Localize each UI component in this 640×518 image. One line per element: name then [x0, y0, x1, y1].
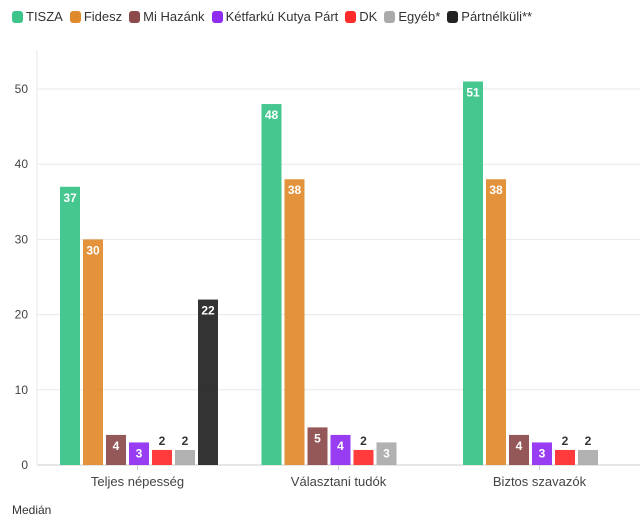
data-label: 3 [136, 446, 143, 460]
data-label: 2 [182, 434, 189, 448]
bar [376, 442, 397, 465]
legend-item[interactable]: TISZA [12, 9, 63, 24]
data-label: 3 [383, 446, 390, 460]
bar [555, 449, 575, 465]
bar [353, 449, 374, 465]
legend-item[interactable]: Kétfarkú Kutya Párt [211, 9, 339, 24]
bar [106, 434, 126, 465]
x-tick-label: Teljes népesség [91, 474, 184, 489]
bar [330, 434, 351, 465]
legend: TISZA Fidesz Mi Hazánk Kétfarkú Kutya Párt D… [12, 9, 532, 24]
data-label: 4 [516, 439, 523, 453]
bar [463, 81, 483, 465]
y-tick-label: 30 [15, 232, 29, 246]
data-label: 51 [466, 85, 480, 99]
legend-label: Mi Hazánk [143, 9, 205, 24]
y-tick-label: 20 [15, 308, 29, 322]
data-label: 48 [265, 108, 279, 122]
legend-label: Pártnélküli** [461, 9, 533, 24]
data-label: 2 [360, 434, 367, 448]
data-label: 3 [539, 446, 546, 460]
data-label: 38 [288, 183, 302, 197]
data-label: 37 [63, 191, 77, 205]
bar [152, 449, 172, 465]
data-label: 2 [159, 434, 166, 448]
legend-label: TISZA [26, 9, 63, 24]
data-label: 2 [585, 434, 592, 448]
legend-swatch [12, 10, 23, 23]
data-label: 4 [337, 439, 344, 453]
legend-swatch [384, 10, 396, 23]
bar [261, 104, 282, 465]
legend-swatch [129, 10, 141, 23]
bar [198, 299, 218, 465]
data-label: 38 [489, 183, 503, 197]
data-label: 4 [113, 439, 120, 453]
y-tick-label: 0 [21, 458, 28, 472]
data-label: 2 [562, 434, 569, 448]
bar [129, 442, 149, 465]
legend-item[interactable]: DK [345, 9, 377, 24]
bar [175, 449, 195, 465]
legend-label: Egyéb* [398, 9, 441, 24]
data-label: 5 [314, 431, 321, 445]
legend-swatch [69, 10, 81, 23]
legend-swatch [447, 10, 459, 23]
legend-swatch [211, 10, 223, 23]
bar [284, 179, 305, 466]
data-label: 22 [201, 304, 215, 318]
legend-label: Fidesz [83, 9, 123, 24]
y-tick-label: 10 [15, 383, 29, 397]
bar [509, 434, 529, 465]
x-tick-label: Választani tudók [291, 474, 387, 489]
legend-label: Kétfarkú Kutya Párt [225, 9, 339, 24]
data-label: 30 [86, 243, 100, 257]
bar [60, 186, 80, 465]
y-tick-label: 40 [15, 157, 29, 171]
legend-item[interactable]: Fidesz [69, 9, 123, 24]
legend-item[interactable]: Mi Hazánk [129, 9, 205, 24]
footer-source: Medián [12, 503, 52, 517]
legend-swatch [345, 10, 357, 23]
legend-item[interactable]: Egyéb* [384, 9, 440, 24]
legend-item[interactable]: Pártnélküli** [447, 9, 532, 24]
bar [83, 239, 103, 465]
x-tick-label: Biztos szavazók [493, 474, 587, 489]
bar [486, 179, 506, 466]
bar [532, 442, 552, 465]
y-tick-label: 50 [15, 82, 29, 96]
legend-label: DK [359, 9, 378, 24]
bar [307, 427, 328, 465]
bar [578, 449, 598, 465]
